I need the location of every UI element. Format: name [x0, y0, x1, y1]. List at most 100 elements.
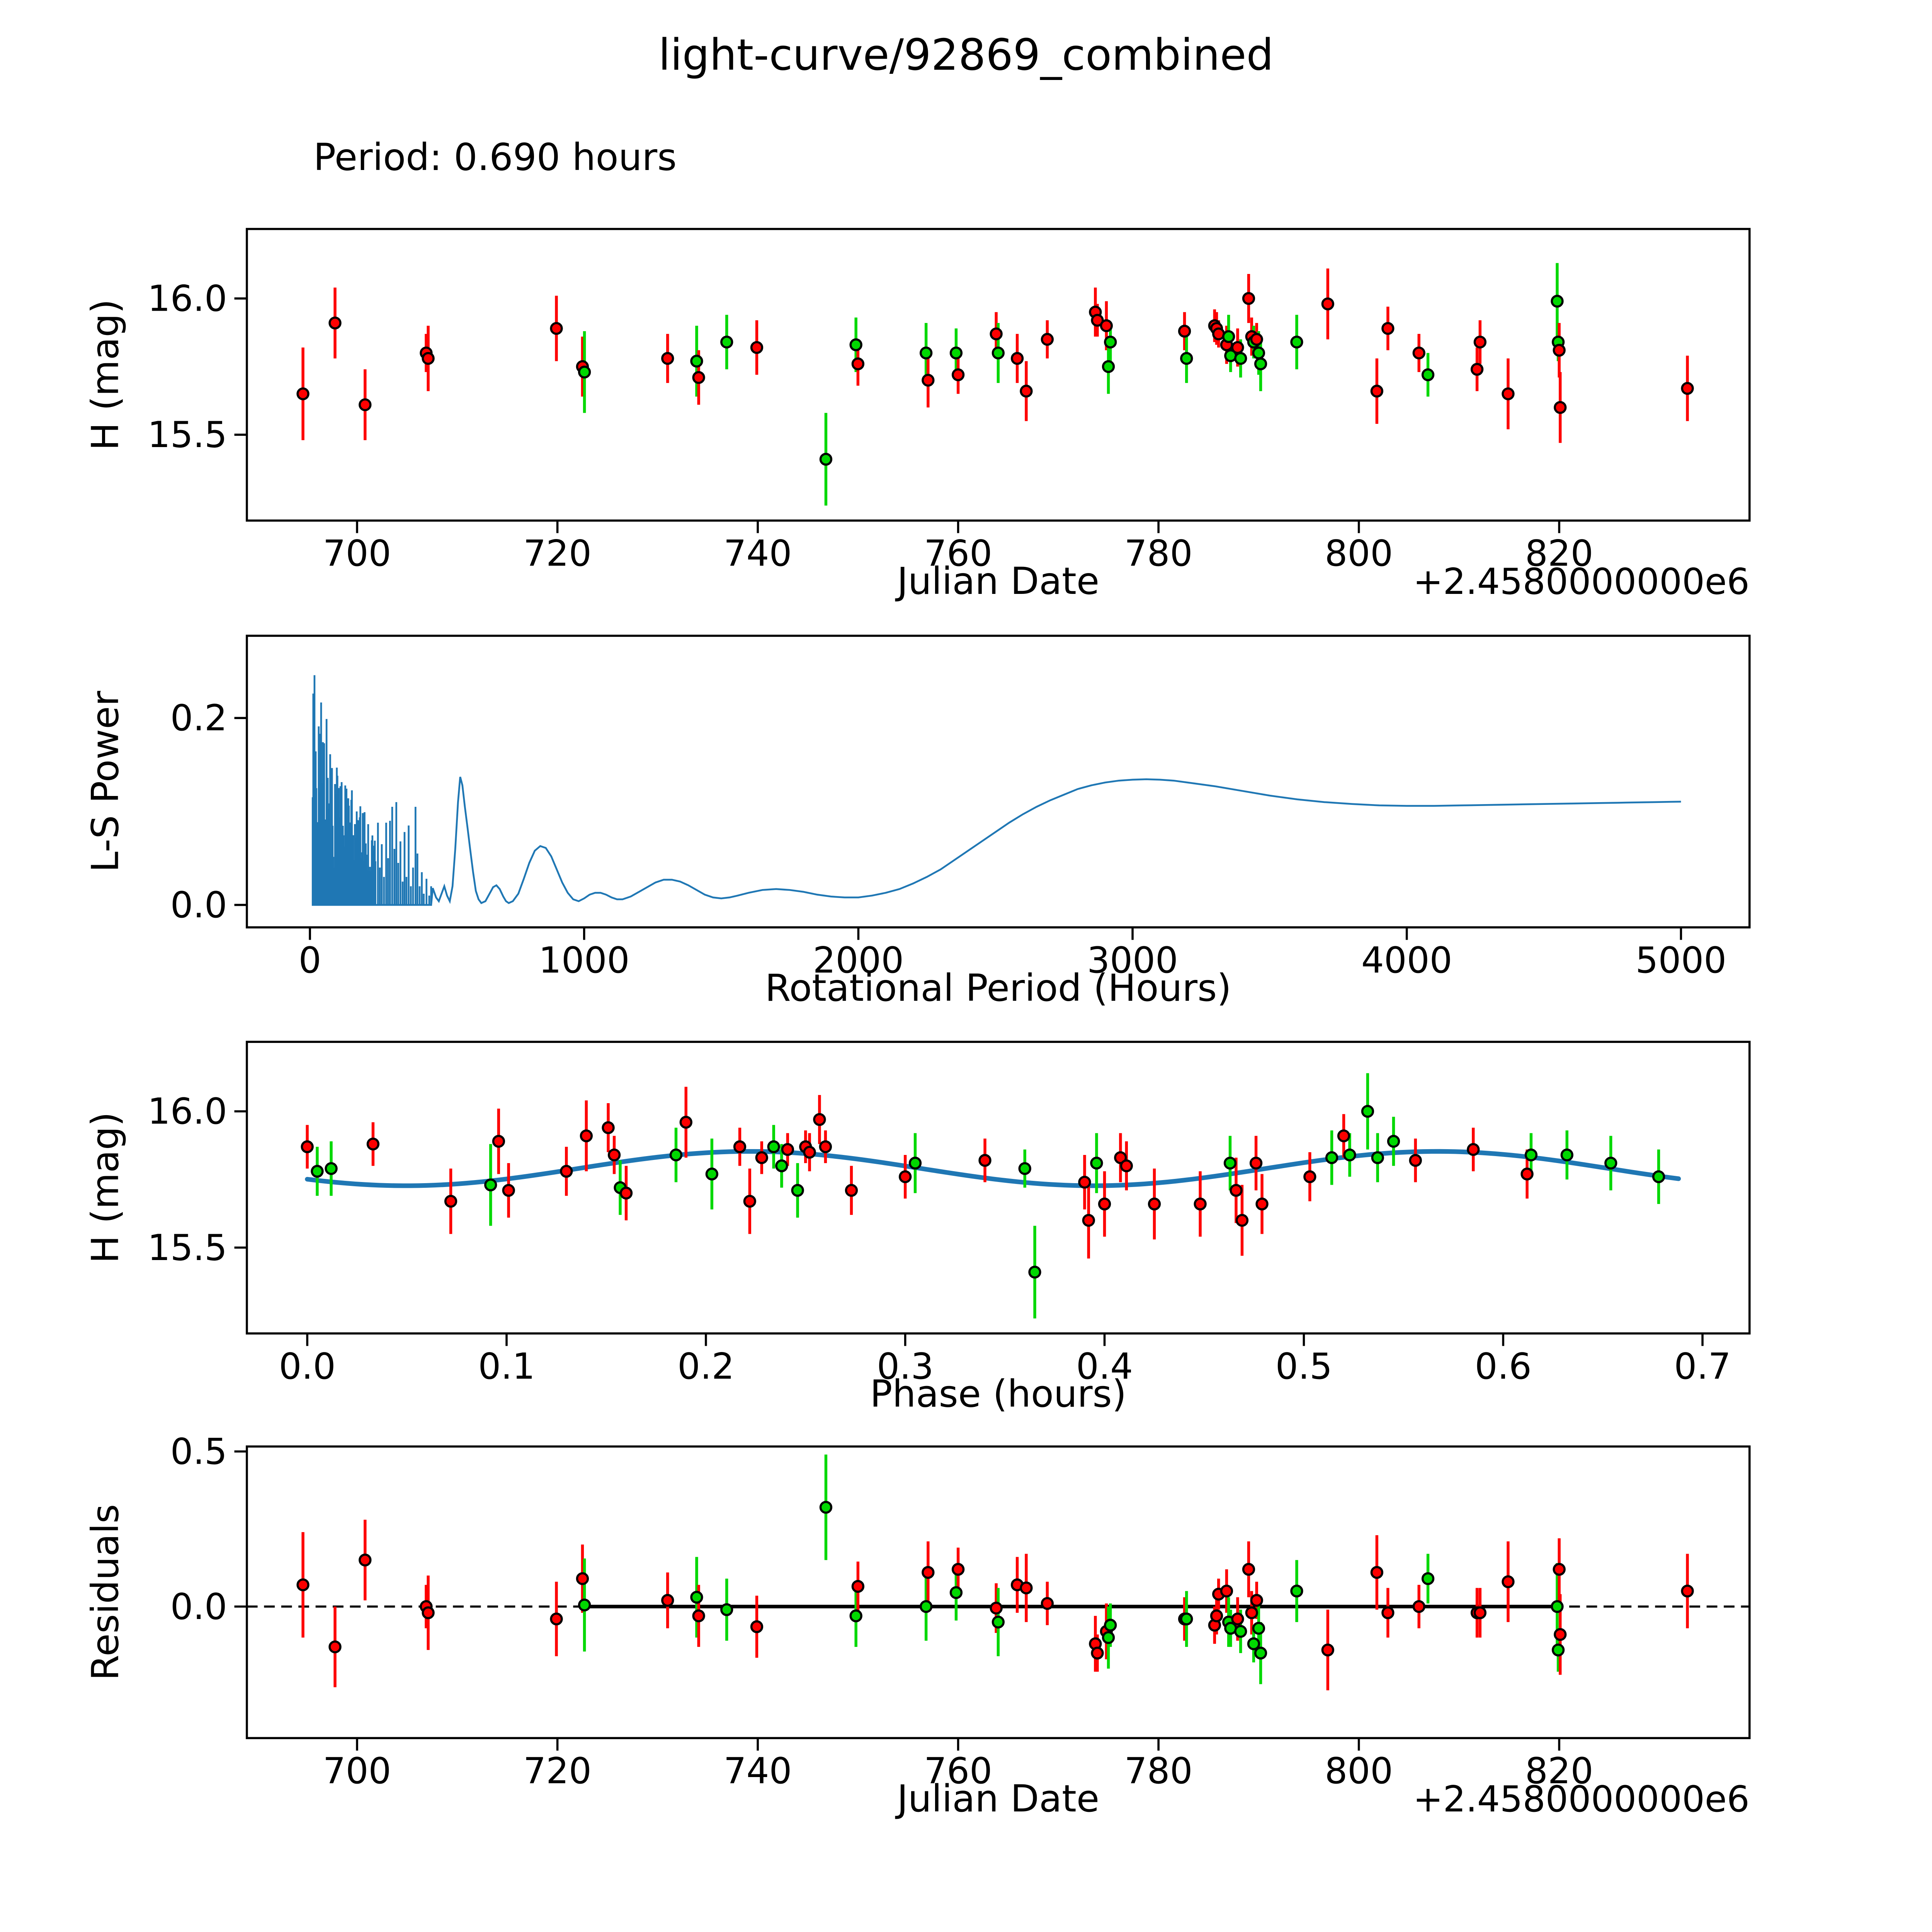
light-curve-vs-julian-date-plot-area: [296, 263, 1694, 506]
data-point: [1180, 352, 1193, 365]
phase-folded-light-curve-plot-area: [301, 1073, 1681, 1319]
data-point: [1381, 322, 1395, 335]
data-point: [1473, 1606, 1487, 1619]
data-point: [1553, 1563, 1566, 1576]
y-tick-label: 15.5: [148, 1227, 227, 1269]
data-point: [750, 1620, 764, 1633]
y-ticks: 0.0 0.2: [170, 697, 247, 926]
data-point: [791, 1184, 804, 1197]
data-point: [1254, 357, 1267, 371]
data-point: [849, 338, 862, 351]
axes-frame: [246, 228, 1751, 522]
data-point: [1242, 1563, 1255, 1576]
data-point: [301, 1140, 314, 1153]
data-point: [1018, 1162, 1031, 1175]
data-point: [422, 1606, 435, 1619]
data-point: [1255, 1197, 1269, 1211]
data-point: [1325, 1151, 1338, 1164]
x-tick-label: 700: [323, 1750, 391, 1792]
data-point: [1520, 1167, 1534, 1181]
x-tick-label: 0.2: [677, 1345, 734, 1387]
x-tick-label: 760: [924, 1750, 992, 1792]
data-point: [1210, 1609, 1223, 1622]
x-tick-label: 720: [523, 1750, 592, 1792]
data-point: [1148, 1197, 1161, 1211]
x-tick-label: 760: [924, 532, 992, 574]
data-point: [919, 346, 933, 360]
data-point: [1303, 1170, 1316, 1184]
data-point: [919, 1600, 933, 1613]
data-point: [359, 398, 372, 412]
data-point: [899, 1170, 912, 1184]
y-ticks: 0.0 0.5: [170, 1430, 247, 1628]
data-point: [813, 1113, 826, 1126]
data-point: [1222, 330, 1235, 343]
data-point: [576, 1572, 589, 1585]
data-point: [1321, 1643, 1334, 1656]
data-point: [690, 354, 703, 368]
data-point: [1078, 1175, 1091, 1189]
data-point: [951, 1563, 965, 1576]
phase-folded-panel: Phase (hours) H (mag) 0.0 0.1 0.2 0.3 0.4 0.5…: [84, 1041, 1751, 1416]
data-point: [619, 1187, 633, 1200]
data-point: [922, 1566, 935, 1579]
residuals-panel: Julian Date Residuals +2.4580000000e6 70…: [84, 1430, 1751, 1820]
data-point: [750, 341, 764, 354]
x-tick-label: 0.7: [1674, 1345, 1731, 1387]
data-point: [1242, 292, 1255, 305]
x-tick-label: 800: [1325, 1750, 1393, 1792]
data-point: [819, 1501, 833, 1514]
jd-magnitude-panel: Julian Date H (mag) +2.4580000000e6 700 7…: [84, 228, 1751, 603]
data-point: [990, 327, 1003, 340]
data-point: [1102, 360, 1115, 373]
data-point: [1178, 325, 1191, 338]
data-point: [1524, 1148, 1538, 1162]
y-ticks: 15.5 16.0: [148, 1090, 247, 1269]
y-axis-label: L-S Power: [84, 691, 127, 872]
data-point: [1361, 1105, 1374, 1118]
x-tick-label: 0.6: [1475, 1345, 1532, 1387]
data-point: [325, 1162, 338, 1175]
data-point: [775, 1159, 788, 1172]
data-point: [1652, 1170, 1665, 1184]
data-point: [366, 1138, 380, 1151]
data-point: [845, 1184, 858, 1197]
x-tick-label: 0.3: [877, 1345, 934, 1387]
data-point: [1100, 319, 1113, 332]
x-tick-label: 780: [1124, 532, 1193, 574]
data-point: [1502, 387, 1515, 400]
data-point: [1551, 1643, 1565, 1656]
data-point: [992, 1616, 1005, 1629]
data-point: [422, 352, 435, 365]
data-point: [296, 387, 310, 400]
data-point: [1041, 1597, 1054, 1610]
data-point: [1180, 1612, 1193, 1626]
data-point: [578, 366, 591, 379]
data-point: [1090, 1156, 1103, 1170]
y-axis-label: Residuals: [84, 1504, 127, 1680]
y-tick-label: 16.0: [148, 277, 227, 319]
data-point: [1370, 1566, 1383, 1579]
sinusoid-fit-line: [305, 1149, 1681, 1188]
periodogram-panel: Rotational Period (Hours) L-S Power 0 100…: [84, 634, 1751, 1010]
data-point: [328, 316, 342, 330]
x-tick-label: 2000: [813, 939, 904, 981]
x-tick-label: 800: [1325, 532, 1393, 574]
data-point: [1290, 335, 1303, 349]
data-point: [1551, 294, 1564, 308]
data-point: [951, 368, 965, 381]
data-point: [607, 1148, 621, 1162]
data-point: [359, 1553, 372, 1567]
y-tick-label: 0.5: [170, 1430, 227, 1472]
x-tick-label: 740: [724, 532, 792, 574]
data-point: [819, 1140, 832, 1153]
data-point: [992, 346, 1005, 360]
x-tick-label: 720: [523, 532, 592, 574]
data-point: [1370, 384, 1383, 398]
x-tick-label: 820: [1525, 1750, 1594, 1792]
data-point: [328, 1640, 342, 1653]
data-point: [690, 1591, 703, 1604]
data-point: [767, 1140, 780, 1153]
data-point: [1343, 1148, 1356, 1162]
data-point: [978, 1154, 992, 1167]
